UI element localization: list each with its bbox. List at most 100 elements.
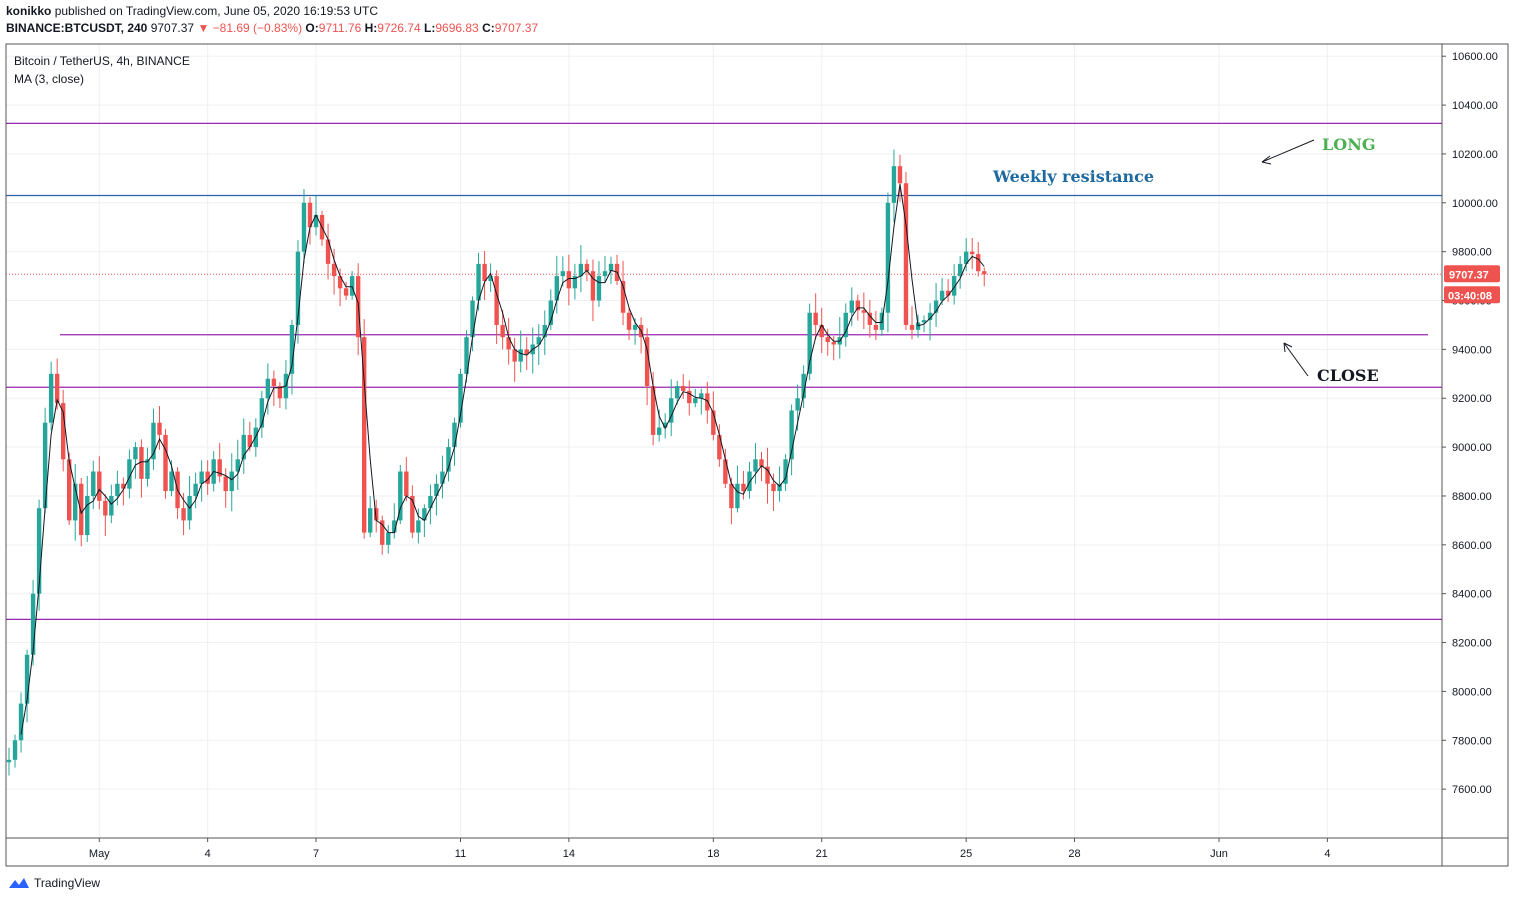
close-label: C: [482, 21, 495, 35]
candle-body [259, 398, 265, 428]
candle-body [349, 276, 355, 296]
y-tick-label: 10000.00 [1452, 198, 1498, 210]
chart-grid [6, 44, 1442, 838]
candle-body [42, 422, 48, 509]
candle-body [747, 471, 752, 492]
candle-body [410, 495, 415, 533]
x-tick-label: 18 [707, 848, 719, 860]
close-arrow-head [1283, 342, 1293, 353]
candle-body [458, 373, 463, 423]
high-value: 9726.74 [377, 21, 421, 35]
candle-body [801, 373, 806, 399]
moving-average [20, 184, 985, 735]
x-tick-label: 21 [816, 848, 828, 860]
y-tick-label: 9200.00 [1452, 393, 1492, 405]
indicator-label[interactable]: MA (3, close) [14, 72, 85, 86]
x-tick-label: 4 [205, 848, 211, 860]
long-arrow [1261, 139, 1315, 163]
candle-body [982, 271, 987, 275]
candle-body [18, 703, 24, 741]
candle-body [723, 459, 728, 484]
candle-body [807, 312, 812, 374]
candle-body [819, 324, 824, 338]
candle-body [644, 337, 650, 387]
x-tick-label: May [89, 848, 110, 860]
candles [6, 149, 987, 776]
candle-body [60, 403, 66, 460]
candle-body [85, 495, 90, 536]
candle-body [506, 337, 511, 350]
candle-body [831, 342, 836, 345]
x-tick-label: 25 [960, 848, 972, 860]
candle-body [560, 271, 566, 277]
candle-body [656, 427, 662, 435]
y-tick-label: 8800.00 [1452, 491, 1492, 503]
candle-body [73, 483, 78, 521]
y-tick-label: 8000.00 [1452, 686, 1492, 698]
candle-body [970, 251, 975, 255]
down-arrow-icon: ▼ [197, 21, 210, 35]
chart-axes: 7600.00 7800.00 8000.00 8200.00 8400.00 8600.… [5, 43, 1509, 867]
candle-body [428, 495, 433, 509]
high-label: H: [364, 21, 378, 35]
countdown-value: 03:40:08 [1448, 290, 1492, 302]
candle-body [921, 320, 927, 323]
candle-body [825, 337, 830, 343]
horizontal-levels [6, 122, 1442, 620]
candle-body [729, 483, 734, 509]
candle-body [650, 386, 656, 435]
x-tick-label: 4 [1324, 848, 1330, 860]
annotations: Weekly resistance LONG CLOSE [992, 135, 1379, 385]
candle-body [398, 471, 403, 521]
candle-body [416, 520, 421, 533]
y-tick-label: 8600.00 [1452, 540, 1492, 552]
candle-body [54, 373, 60, 404]
ma-line [20, 184, 985, 735]
candle-body [380, 520, 385, 545]
candle-body [572, 276, 578, 289]
candle-body [681, 386, 686, 391]
candle-body [337, 276, 343, 289]
long-arrow-head [1261, 155, 1272, 165]
candle-body [945, 290, 951, 296]
x-tick-label: 7 [313, 848, 319, 860]
candle-body [169, 471, 174, 492]
candle-body [753, 459, 758, 472]
candle-body [392, 520, 397, 533]
candle-body [843, 312, 848, 338]
candle-body [735, 483, 740, 509]
candle-body [976, 254, 981, 272]
candle-body [229, 471, 234, 492]
y-tick-label: 10200.00 [1452, 149, 1498, 161]
footer-brand[interactable]: TradingView [8, 876, 100, 890]
candle-body [343, 288, 349, 296]
candle-body [193, 483, 198, 496]
low-value: 9696.83 [435, 21, 479, 35]
candle-body [620, 280, 626, 313]
candle-body [885, 202, 891, 313]
candle-body [265, 378, 271, 399]
y-tick-label: 10600.00 [1452, 51, 1498, 63]
candle-body [109, 495, 114, 516]
candle-body [771, 483, 776, 492]
candle-body [404, 471, 409, 496]
candle-body [873, 324, 879, 330]
close-label: CLOSE [1317, 366, 1379, 385]
candle-body [247, 434, 252, 448]
y-tick-label: 10400.00 [1452, 100, 1498, 112]
candle-body [590, 271, 596, 301]
candle-body [181, 508, 186, 521]
y-tick-label: 7800.00 [1452, 735, 1492, 747]
candle-body [470, 300, 475, 338]
candle-body [440, 471, 445, 484]
candle-body [861, 310, 867, 313]
price-tag-value: 9707.37 [1449, 269, 1489, 281]
candle-body [632, 324, 638, 330]
candle-body [524, 349, 529, 355]
candle-body [6, 759, 12, 763]
candle-body [512, 349, 517, 362]
candle-body [103, 500, 108, 516]
candle-body [30, 593, 36, 655]
y-tick-label: 8200.00 [1452, 638, 1492, 650]
